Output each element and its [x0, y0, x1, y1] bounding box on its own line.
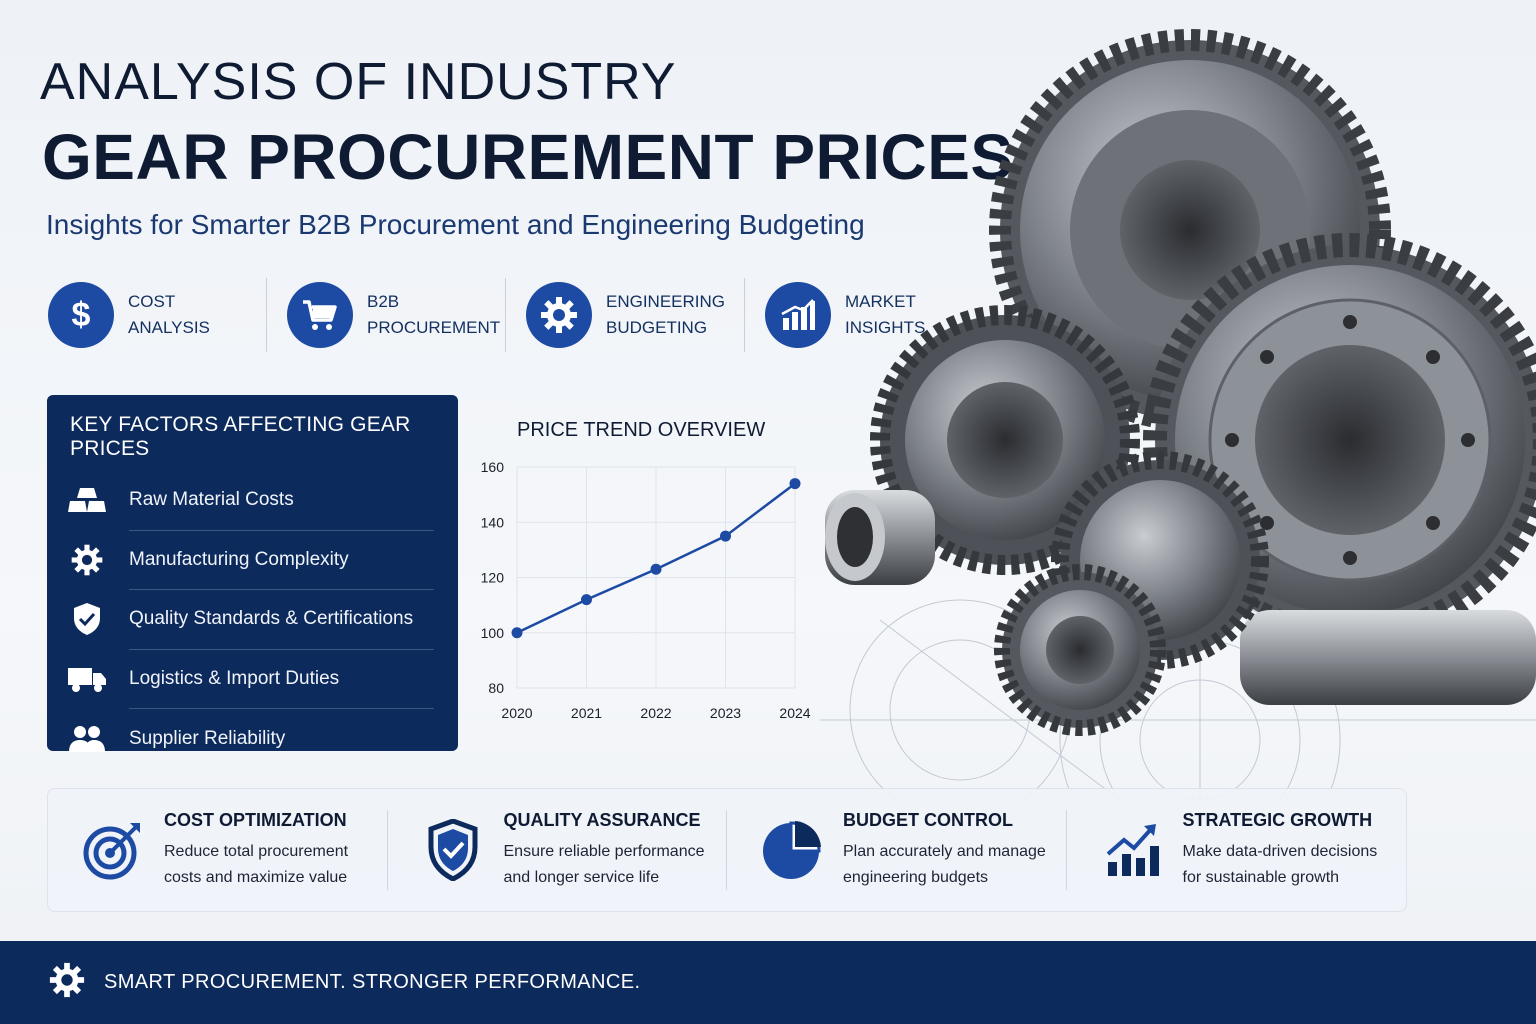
benefit-cost-optimization: COST OPTIMIZATION Reduce total procureme…: [48, 810, 388, 890]
chart-title: PRICE TREND OVERVIEW: [517, 419, 766, 441]
gears-illustration: [820, 29, 1536, 800]
data-point: [581, 594, 592, 606]
cog-icon: [67, 543, 107, 577]
growth-chart-icon: [1097, 822, 1167, 878]
y-tick-label: 80: [488, 680, 504, 696]
footer-bar: SMART PROCUREMENT. STRONGER PERFORMANCE.: [0, 941, 1536, 1024]
benefit-text: Reduce total procurement costs and maxim…: [164, 842, 349, 886]
x-tick-label: 2021: [571, 705, 602, 721]
price-trend-chart: 80 100 120 140 160 2020 2021 2022 2023 2024: [481, 459, 811, 721]
benefit-title: QUALITY ASSURANCE: [503, 809, 701, 830]
category-b2b-procurement: B2B PROCUREMENT: [287, 278, 506, 352]
gear-icon: [48, 961, 86, 1004]
bar-chart-icon: [765, 282, 831, 348]
category-label-line2: ANALYSIS: [128, 318, 210, 337]
y-tick-label: 100: [481, 625, 505, 641]
factor-label: Manufacturing Complexity: [129, 548, 349, 570]
factor-item: Quality Standards & Certifications: [74, 590, 434, 650]
category-engineering-budgeting: ENGINEERING BUDGETING: [526, 278, 745, 352]
data-point: [720, 530, 731, 542]
y-tick-label: 160: [481, 459, 505, 475]
category-label-line1: ENGINEERING: [606, 292, 726, 311]
benefit-strategic-growth: STRATEGIC GROWTH Make data-driven decisi…: [1067, 810, 1407, 890]
page-title-line1: ANALYSIS OF INDUSTRY: [40, 53, 677, 111]
factor-label: Logistics & Import Duties: [129, 667, 340, 689]
page-title-line2: GEAR PROCUREMENT PRICES: [42, 121, 1014, 193]
benefit-budget-control: BUDGET CONTROL Plan accurately and manag…: [727, 810, 1067, 890]
data-point: [650, 563, 662, 575]
factor-label: Raw Material Costs: [129, 489, 294, 511]
users-icon: [67, 724, 107, 754]
svg-text:$: $: [72, 296, 91, 334]
benefit-text: Plan accurately and manage engineering b…: [843, 842, 1046, 886]
footer-tagline: SMART PROCUREMENT. STRONGER PERFORMANCE.: [104, 971, 641, 993]
category-label-line1: MARKET: [845, 292, 916, 311]
category-strip: $ COST ANALYSIS B2B PROCUREMENT ENGINEER…: [48, 278, 1003, 352]
key-factors-title: KEY FACTORS AFFECTING GEAR PRICES: [70, 413, 411, 460]
x-tick-label: 2020: [501, 705, 532, 721]
benefit-text: Ensure reliable performance and longer s…: [503, 842, 705, 886]
category-label-line1: COST: [128, 292, 176, 311]
page-subtitle: Insights for Smarter B2B Procurement and…: [46, 209, 865, 240]
category-label-line2: BUDGETING: [606, 318, 708, 337]
category-label-line1: B2B: [367, 292, 400, 311]
category-label-line2: PROCUREMENT: [367, 318, 501, 337]
x-tick-label: 2023: [710, 705, 741, 721]
factor-item: Supplier Reliability: [69, 709, 434, 769]
truck-icon: [67, 665, 107, 693]
gear-icon: [526, 282, 592, 348]
benefit-text: Make data-driven decisions for sustainab…: [1182, 842, 1378, 886]
target-icon: [78, 819, 148, 881]
y-tick-label: 120: [481, 570, 505, 586]
x-tick-label: 2024: [779, 705, 810, 721]
benefit-title: STRATEGIC GROWTH: [1182, 809, 1373, 830]
material-blocks-icon: [67, 486, 107, 514]
dollar-icon: $: [48, 282, 114, 348]
shield-check-icon: [67, 602, 107, 636]
category-label-line2: INSIGHTS: [845, 318, 926, 337]
benefits-strip: COST OPTIMIZATION Reduce total procureme…: [47, 788, 1407, 912]
factor-item: Raw Material Costs: [68, 471, 434, 531]
factor-label: Quality Standards & Certifications: [129, 608, 414, 630]
pie-chart-icon: [757, 819, 827, 881]
key-factors-card: KEY FACTORS AFFECTING GEAR PRICES Raw Ma…: [47, 395, 458, 752]
x-tick-label: 2022: [640, 705, 671, 721]
shield-check-icon: [418, 819, 488, 881]
cart-icon: [287, 282, 353, 348]
benefit-title: BUDGET CONTROL: [843, 809, 1013, 830]
benefit-title: COST OPTIMIZATION: [164, 809, 347, 830]
data-point: [511, 627, 523, 639]
factor-label: Supplier Reliability: [129, 727, 286, 749]
data-point: [789, 478, 801, 490]
benefit-quality-assurance: QUALITY ASSURANCE Ensure reliable perfor…: [388, 809, 727, 890]
y-tick-label: 140: [481, 514, 505, 530]
factor-item: Logistics & Import Duties: [68, 650, 434, 709]
category-cost-analysis: $ COST ANALYSIS: [48, 278, 267, 352]
factor-item: Manufacturing Complexity: [71, 531, 434, 590]
category-market-insights: MARKET INSIGHTS: [765, 278, 983, 352]
